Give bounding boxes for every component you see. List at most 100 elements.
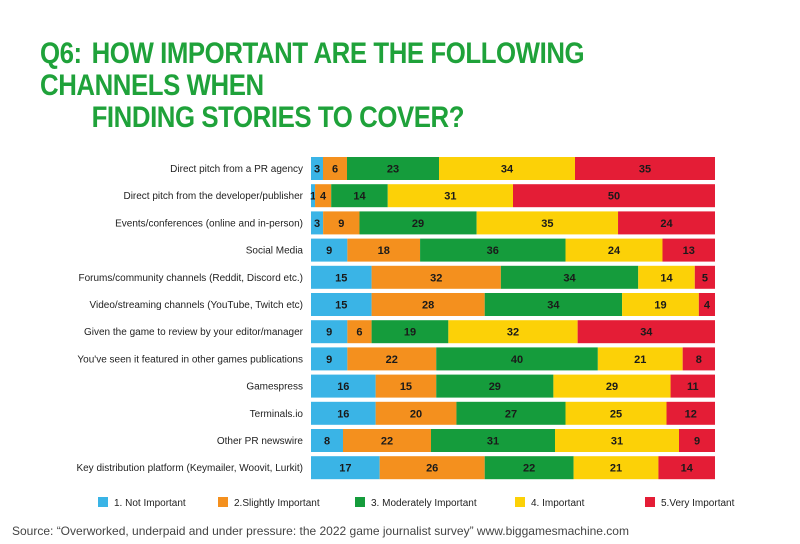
data-label-gamespress-series-4: 29 [606,381,618,393]
data-label-video-streaming-channels-youtube-twitch-etc-series-5: 4 [704,300,711,312]
data-label-you-ve-seen-it-featured-in-other-games-publications-series-2: 22 [386,354,398,366]
category-label-social-media: Social Media [246,246,304,257]
bar-segment-social-media-series-3 [420,238,566,262]
data-label-direct-pitch-from-the-developer-publisher-series-1: 1 [310,191,316,203]
bar-segment-social-media-series-4 [565,238,663,262]
category-label-forums-community-channels-reddit-discord-etc: Forums/community channels (Reddit, Disco… [78,273,303,284]
bar-segment-direct-pitch-from-a-pr-agency-series-3 [347,157,439,180]
bar-segment-direct-pitch-from-the-developer-publisher-series-1 [311,184,316,208]
legend-label-series-4: 4. Important [531,498,585,509]
data-label-other-pr-newswire-series-4: 31 [611,436,623,448]
data-label-forums-community-channels-reddit-discord-etc-series-2: 32 [430,272,442,284]
data-label-terminals-io-series-1: 16 [337,408,349,420]
bar-segment-direct-pitch-from-the-developer-publisher-series-2 [315,184,332,208]
data-label-gamespress-series-1: 16 [337,381,349,393]
bar-segment-key-distribution-platform-keymailer-woovit-lurkit-series-5 [658,456,715,480]
bar-segment-terminals-io-series-1 [311,401,376,425]
data-label-video-streaming-channels-youtube-twitch-etc-series-4: 19 [654,300,666,312]
data-label-given-the-game-to-review-by-your-editor-manager-series-2: 6 [356,327,362,339]
bar-segment-social-media-series-2 [347,238,421,262]
data-label-social-media-series-1: 9 [326,245,332,257]
chart-title: Q6: HOW IMPORTANT ARE THE FOLLOWING CHANN… [40,38,694,134]
bar-segment-direct-pitch-from-the-developer-publisher-series-5 [513,184,715,208]
title-line-2: FINDING STORIES TO COVER? [91,101,465,134]
bar-segment-terminals-io-series-5 [666,401,715,425]
legend-label-series-5: 5.Very Important [661,498,735,509]
data-label-given-the-game-to-review-by-your-editor-manager-series-3: 19 [404,327,416,339]
data-label-video-streaming-channels-youtube-twitch-etc-series-2: 28 [422,300,434,312]
data-label-gamespress-series-2: 15 [400,381,412,393]
data-label-direct-pitch-from-the-developer-publisher-series-2: 4 [320,191,327,203]
data-label-forums-community-channels-reddit-discord-etc-series-1: 15 [335,272,347,284]
bar-segment-social-media-series-1 [311,238,348,262]
bar-segment-forums-community-channels-reddit-discord-etc-series-3 [500,265,639,289]
bar-segment-given-the-game-to-review-by-your-editor-manager-series-5 [577,320,715,344]
bar-segment-direct-pitch-from-a-pr-agency-series-4 [439,157,575,180]
bar-segment-events-conferences-online-and-in-person-series-4 [476,211,619,235]
data-label-you-ve-seen-it-featured-in-other-games-publications-series-3: 40 [511,354,523,366]
data-label-gamespress-series-5: 11 [687,381,699,393]
data-label-gamespress-series-3: 29 [489,381,501,393]
bar-segment-direct-pitch-from-the-developer-publisher-series-3 [331,184,388,208]
bar-segment-social-media-series-5 [662,238,715,262]
data-label-direct-pitch-from-the-developer-publisher-series-5: 50 [608,191,620,203]
data-label-direct-pitch-from-a-pr-agency-series-2: 6 [332,164,338,176]
data-label-video-streaming-channels-youtube-twitch-etc-series-1: 15 [335,300,347,312]
data-label-other-pr-newswire-series-3: 31 [487,436,499,448]
legend-label-series-1: 1. Not Important [114,498,186,509]
bar-segment-gamespress-series-2 [375,374,437,398]
bar-segment-other-pr-newswire-series-1 [311,429,343,452]
legend-swatch-series-5 [645,497,655,507]
data-label-terminals-io-series-5: 12 [685,408,697,420]
bar-segment-gamespress-series-4 [553,374,671,398]
data-label-you-ve-seen-it-featured-in-other-games-publications-series-1: 9 [326,354,332,366]
bar-segment-given-the-game-to-review-by-your-editor-manager-series-4 [448,320,578,344]
bar-segment-direct-pitch-from-a-pr-agency-series-2 [323,157,347,180]
data-label-key-distribution-platform-keymailer-woovit-lurkit-series-2: 26 [426,463,438,475]
bar-segment-key-distribution-platform-keymailer-woovit-lurkit-series-1 [311,456,380,480]
bar-segment-key-distribution-platform-keymailer-woovit-lurkit-series-2 [379,456,485,480]
data-label-social-media-series-2: 18 [378,245,390,257]
bar-segment-video-streaming-channels-youtube-twitch-etc-series-2 [371,293,485,316]
category-label-direct-pitch-from-the-developer-publisher: Direct pitch from the developer/publishe… [123,191,303,202]
bar-segment-video-streaming-channels-youtube-twitch-etc-series-3 [484,293,623,316]
bar-segment-key-distribution-platform-keymailer-woovit-lurkit-series-4 [573,456,659,480]
category-label-direct-pitch-from-a-pr-agency: Direct pitch from a PR agency [170,164,303,175]
data-label-you-ve-seen-it-featured-in-other-games-publications-series-4: 21 [634,354,646,366]
bar-segment-events-conferences-online-and-in-person-series-3 [359,211,477,235]
bar-segment-you-ve-seen-it-featured-in-other-games-publications-series-3 [436,347,598,371]
category-label-gamespress: Gamespress [246,382,303,393]
data-label-events-conferences-online-and-in-person-series-1: 3 [314,218,320,230]
legend-label-series-2: 2.Slightly Important [234,498,320,509]
data-label-you-ve-seen-it-featured-in-other-games-publications-series-5: 8 [696,354,702,366]
category-label-video-streaming-channels-youtube-twitch-etc: Video/streaming channels (YouTube, Twitc… [90,300,303,311]
bar-segment-events-conferences-online-and-in-person-series-5 [618,211,715,235]
bar-segment-other-pr-newswire-series-5 [679,429,715,452]
legend-swatch-series-1 [98,497,108,507]
bar-segment-other-pr-newswire-series-3 [431,429,555,452]
bar-segment-gamespress-series-3 [436,374,554,398]
bar-segment-terminals-io-series-4 [565,401,667,425]
data-label-given-the-game-to-review-by-your-editor-manager-series-1: 9 [326,327,332,339]
bar-segment-video-streaming-channels-youtube-twitch-etc-series-1 [311,293,372,316]
bar-segment-forums-community-channels-reddit-discord-etc-series-5 [694,265,715,289]
data-label-key-distribution-platform-keymailer-woovit-lurkit-series-5: 14 [681,463,694,475]
data-label-key-distribution-platform-keymailer-woovit-lurkit-series-1: 17 [339,463,351,475]
data-label-given-the-game-to-review-by-your-editor-manager-series-4: 32 [507,327,519,339]
bar-segment-forums-community-channels-reddit-discord-etc-series-4 [638,265,695,289]
data-label-events-conferences-online-and-in-person-series-3: 29 [412,218,424,230]
bar-segment-you-ve-seen-it-featured-in-other-games-publications-series-4 [597,347,683,371]
title-prefix: Q6: [40,37,82,70]
bar-segment-given-the-game-to-review-by-your-editor-manager-series-3 [371,320,449,344]
bar-segment-given-the-game-to-review-by-your-editor-manager-series-2 [347,320,372,344]
category-label-other-pr-newswire: Other PR newswire [217,436,304,447]
data-label-direct-pitch-from-the-developer-publisher-series-4: 31 [444,191,456,203]
legend-swatch-series-3 [355,497,365,507]
bar-segment-you-ve-seen-it-featured-in-other-games-publications-series-2 [347,347,437,371]
bar-segment-events-conferences-online-and-in-person-series-2 [323,211,360,235]
data-label-video-streaming-channels-youtube-twitch-etc-series-3: 34 [547,300,560,312]
data-label-terminals-io-series-2: 20 [410,408,422,420]
data-label-events-conferences-online-and-in-person-series-4: 35 [541,218,553,230]
bars-layer: Direct pitch from a PR agency 3 6 23 34 35Dir… [76,157,715,480]
bar-segment-you-ve-seen-it-featured-in-other-games-publications-series-5 [682,347,715,371]
